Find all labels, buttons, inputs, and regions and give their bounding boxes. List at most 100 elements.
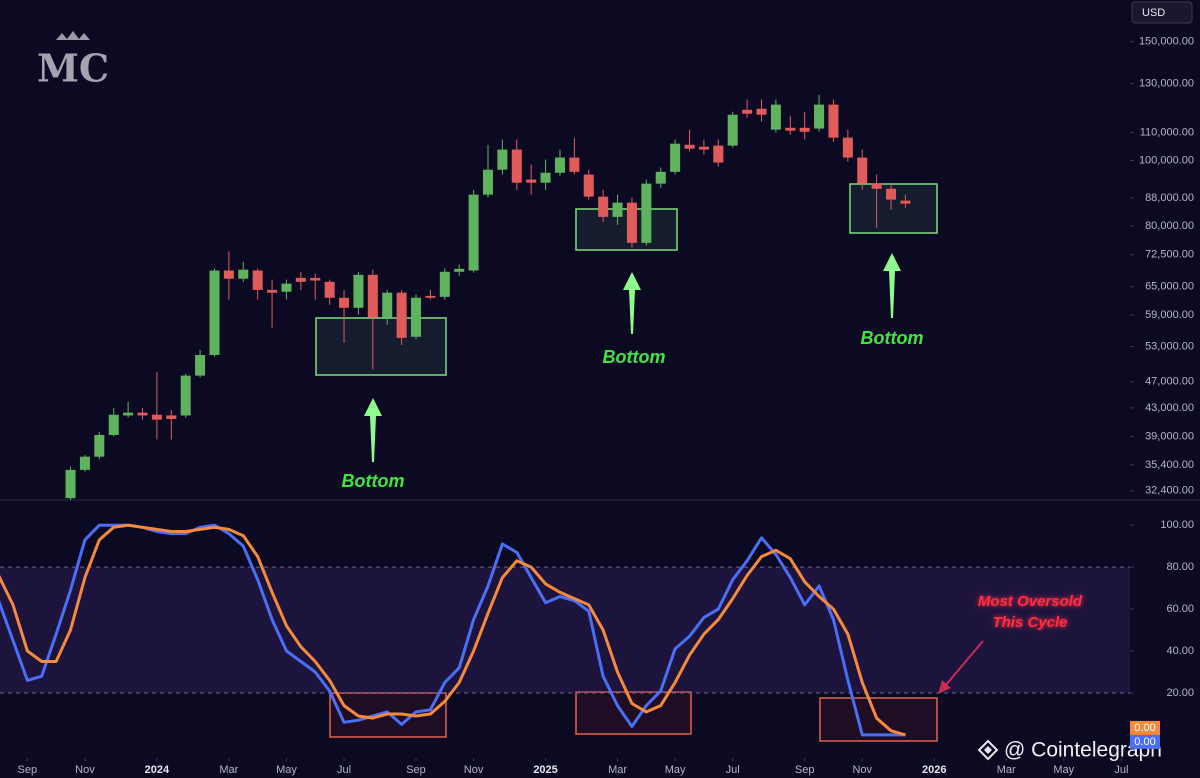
- candle-body: [94, 434, 105, 457]
- candle-body: [540, 172, 551, 183]
- annotation: Bottom: [603, 347, 666, 367]
- candle-body: [785, 127, 796, 131]
- x-tick-label: Sep: [406, 764, 426, 776]
- y-tick-label: 100.00: [1160, 519, 1194, 531]
- candle-body: [756, 108, 767, 115]
- logo-crown: [56, 31, 90, 40]
- bottom-box: [575, 208, 678, 251]
- candle-body: [698, 146, 709, 150]
- x-tick-label: Nov: [75, 764, 95, 776]
- y-tick-label: 35,400.00: [1145, 459, 1194, 471]
- x-tick-label: Mar: [608, 764, 627, 776]
- up-arrow: [623, 272, 641, 334]
- red-arrow-shaft: [944, 640, 984, 687]
- x-tick-label: May: [276, 764, 297, 776]
- y-tick-label: 65,000.00: [1145, 281, 1194, 293]
- watermark-icon: [977, 739, 999, 761]
- y-tick-label: 88,000.00: [1145, 192, 1194, 204]
- candle-body: [339, 297, 350, 308]
- x-tick-label: May: [1053, 764, 1074, 776]
- y-tick-label: 59,000.00: [1145, 309, 1194, 321]
- candle-body: [799, 127, 810, 132]
- candle-body: [554, 157, 565, 173]
- candle-body: [886, 188, 897, 200]
- watermark: @ Cointelegraph: [977, 739, 1162, 762]
- oversold-box: [575, 691, 692, 735]
- candle-body: [353, 274, 364, 308]
- up-arrow: [883, 253, 901, 318]
- candle-body: [497, 149, 508, 170]
- candle-body: [871, 183, 882, 189]
- candle-body: [65, 469, 76, 499]
- candle-body: [742, 109, 753, 114]
- candle-body: [598, 196, 609, 217]
- watermark-icon: [984, 746, 992, 754]
- logo-text: MC: [37, 46, 109, 91]
- candle-body: [612, 202, 623, 217]
- candle-body: [454, 268, 465, 272]
- candle-body: [468, 194, 479, 271]
- x-tick-label: Jul: [726, 764, 740, 776]
- oscillator-band: [0, 567, 1130, 693]
- candle-body: [108, 414, 119, 435]
- candle-body: [770, 104, 781, 130]
- y-tick-label: 43,000.00: [1145, 402, 1194, 414]
- candle-body: [425, 295, 436, 298]
- candle-body: [252, 270, 263, 290]
- candle-body: [382, 292, 393, 318]
- candle-body: [166, 415, 177, 419]
- y-tick-label: 53,000.00: [1145, 340, 1194, 352]
- candle-body: [857, 157, 868, 184]
- candle-body: [238, 269, 249, 279]
- candle-body: [267, 289, 278, 293]
- x-tick-label: 2025: [533, 764, 557, 776]
- candle-body: [842, 137, 853, 158]
- currency-label: USD: [1142, 7, 1165, 19]
- candle-body: [511, 149, 522, 183]
- watermark-text: @ Cointelegraph: [1004, 739, 1162, 762]
- candle-body: [295, 277, 306, 282]
- x-tick-label: May: [665, 764, 686, 776]
- candle-body: [569, 157, 580, 172]
- y-tick-label: 47,000.00: [1145, 376, 1194, 388]
- logo: MC: [37, 31, 109, 91]
- bottom-box: [315, 317, 447, 376]
- candle-body: [727, 114, 738, 146]
- candle-body: [583, 174, 594, 197]
- candle-body: [151, 414, 162, 420]
- candle-body: [670, 143, 681, 172]
- candle-body: [396, 292, 407, 338]
- candle-body: [684, 144, 695, 149]
- candle-body: [641, 183, 652, 243]
- candle-body: [655, 171, 666, 184]
- last-value-box: [1130, 720, 1160, 735]
- candle-body: [137, 412, 148, 416]
- candle-body: [367, 274, 378, 318]
- candle-body: [482, 169, 493, 195]
- plot-area: [0, 94, 911, 737]
- x-tick-label: Sep: [18, 764, 38, 776]
- currency-box: [1131, 1, 1193, 24]
- x-tick-label: Nov: [464, 764, 484, 776]
- annotation: Most Oversold: [978, 593, 1083, 610]
- candle-body: [180, 375, 191, 416]
- x-tick-label: Mar: [997, 764, 1016, 776]
- last-value-label: 0.00: [1134, 736, 1155, 748]
- x-tick-label: 2024: [145, 764, 170, 776]
- y-tick-label: 150,000.00: [1139, 36, 1194, 48]
- y-tick-label: 60.00: [1166, 603, 1194, 615]
- x-tick-label: Mar: [219, 764, 238, 776]
- candle-body: [209, 270, 220, 355]
- annotation: This Cycle: [992, 614, 1067, 631]
- x-tick-label: Nov: [852, 764, 872, 776]
- y-tick-label: 20.00: [1166, 687, 1194, 699]
- candle-body: [223, 270, 234, 279]
- y-tick-label: 40.00: [1166, 645, 1194, 657]
- up-arrow: [364, 398, 382, 462]
- arrows: [364, 253, 901, 462]
- candle-body: [900, 200, 911, 204]
- candle-body: [310, 277, 321, 281]
- annotation: Bottom: [861, 328, 924, 348]
